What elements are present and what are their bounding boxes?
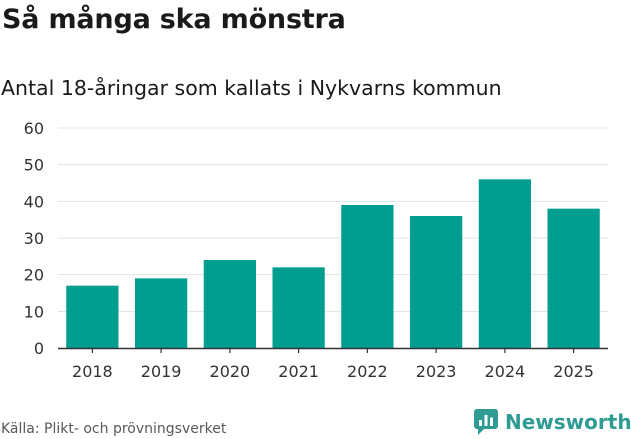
x-tick-label: 2023 — [416, 362, 457, 381]
x-tick-label: 2019 — [141, 362, 182, 381]
y-tick-label: 20 — [24, 266, 44, 285]
brand-name: Newsworthy — [505, 410, 631, 434]
bars — [66, 179, 600, 348]
chart-title: Så många ska mönstra — [2, 4, 346, 35]
newsworthy-icon — [474, 409, 498, 435]
newsworthy-logo[interactable]: Newsworthy — [474, 409, 631, 435]
bar-2019 — [135, 278, 188, 348]
y-tick-label: 40 — [24, 192, 44, 211]
y-tick-label: 60 — [24, 119, 44, 138]
chart-subtitle: Antal 18-åringar som kallats i Nykvarns … — [1, 76, 502, 100]
x-tick-label: 2021 — [278, 362, 319, 381]
x-tick-label: 2022 — [347, 362, 388, 381]
bar-2018 — [66, 285, 119, 348]
y-tick-label: 30 — [24, 229, 44, 248]
x-tick-label: 2025 — [553, 362, 594, 381]
x-tick-label: 2018 — [72, 362, 113, 381]
axes: 0 10 20 30 40 50 60 2018 2019 2020 2021 2022 2023 202… — [24, 119, 608, 381]
x-tick-label: 2020 — [210, 362, 251, 381]
bar-2024 — [478, 179, 531, 348]
source-note: Källa: Plikt- och prövningsverket — [1, 421, 227, 437]
y-tick-label: 0 — [34, 339, 44, 358]
bar-2020 — [203, 260, 256, 348]
bar-2022 — [341, 205, 394, 348]
bar-2025 — [547, 208, 600, 348]
x-tick-label: 2024 — [485, 362, 526, 381]
bar-2023 — [410, 216, 463, 348]
bar-2021 — [272, 267, 325, 348]
y-tick-label: 50 — [24, 156, 44, 175]
y-tick-label: 10 — [24, 302, 44, 321]
bar-chart: 0 10 20 30 40 50 60 2018 2019 2020 2021 2022 2023 202… — [24, 119, 608, 381]
